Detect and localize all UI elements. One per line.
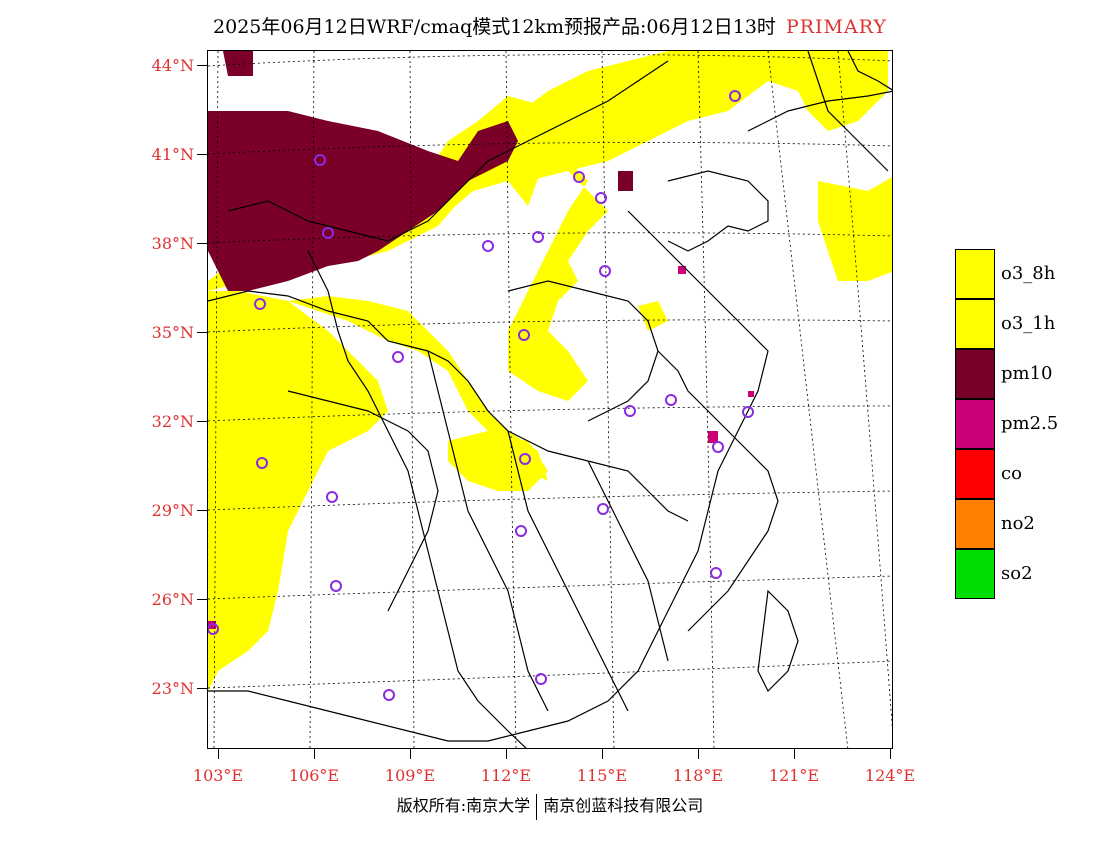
lat-tick [197,599,207,600]
lon-label-118: 118°E [672,766,724,785]
copyright-right: 南京创蓝科技有限公司 [543,796,704,815]
lon-tick [410,749,411,759]
legend-label: o3_8h [1001,263,1056,284]
lon-tick [698,749,699,759]
o3-region-southwest [208,291,388,691]
lon-label-112: 112°E [480,766,532,785]
lat-tick [197,154,207,155]
o3-region-shandong-spot [638,301,668,331]
lat-tick [197,510,207,511]
forecast-map[interactable] [207,50,893,749]
lat-label-29: 29°N [151,501,194,520]
o3-region-northeast-coast [818,177,892,281]
pm10-region-beijing [618,171,633,191]
boundaries [208,51,892,748]
lon-tick [314,749,315,759]
lat-tick [197,243,207,244]
lat-label-32: 32°N [151,412,194,431]
footer-separator [536,793,538,820]
lat-tick [197,65,207,66]
pm10-regions [208,51,633,291]
pm10-region-top [223,51,253,76]
lat-label-35: 35°N [151,323,194,342]
lat-label-44: 44°N [151,56,194,75]
lon-tick [890,749,891,759]
lat-label-26: 26°N [151,590,194,609]
copyright-left: 版权所有:南京大学 [396,796,531,815]
lon-label-124: 124°E [864,766,916,785]
copyright-footer: 版权所有:南京大学 南京创蓝科技有限公司 [0,792,1100,820]
lon-label-115: 115°E [576,766,628,785]
legend-swatch [955,249,995,299]
o3-regions [208,51,892,691]
legend-swatch [955,399,995,449]
legend-swatch [955,499,995,549]
lon-label-103: 103°E [192,766,244,785]
o3-region-north-strip [468,51,768,181]
o3-region-northeast [748,51,888,131]
lat-label-23: 23°N [151,679,194,698]
legend-label: no2 [1001,513,1035,534]
lat-tick [197,332,207,333]
map-canvas [208,51,892,748]
lat-label-41: 41°N [151,145,194,164]
lon-tick [218,749,219,759]
legend-label: so2 [1001,563,1033,584]
legend-swatch [955,349,995,399]
pm10-region-north [208,111,518,291]
legend-swatch [955,299,995,349]
lon-tick [794,749,795,759]
lon-tick [602,749,603,759]
legend-label: co [1001,463,1022,484]
primary-tag: PRIMARY [785,16,887,38]
lon-label-121: 121°E [768,766,820,785]
o3-region-hunan [448,431,548,491]
lat-tick [197,688,207,689]
graticule [208,51,892,748]
legend-swatch [955,549,995,599]
lon-label-106: 106°E [288,766,340,785]
legend-label: pm10 [1001,363,1053,384]
o3-region-central [358,141,608,401]
title-text: 2025年06月12日WRF/cmaq模式12km预报产品:06月12日13时 [213,16,776,38]
station-markers [208,90,754,701]
lat-tick [197,421,207,422]
map-title: 2025年06月12日WRF/cmaq模式12km预报产品:06月12日13时 P… [0,12,1100,39]
legend-label: o3_1h [1001,313,1056,334]
legend-swatch [955,449,995,499]
legend-label: pm2.5 [1001,413,1059,434]
lat-label-38: 38°N [151,234,194,253]
lon-tick [506,749,507,759]
lon-label-109: 109°E [384,766,436,785]
